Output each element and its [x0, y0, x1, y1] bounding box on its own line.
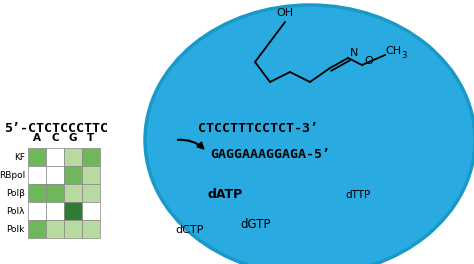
Bar	[82, 184, 100, 202]
Text: 5’-CTCTCCCTTC: 5’-CTCTCCCTTC	[4, 121, 108, 134]
Text: C: C	[51, 133, 59, 143]
Text: Polλ: Polλ	[7, 206, 25, 215]
Bar	[46, 220, 64, 238]
Bar	[64, 166, 82, 184]
Text: dGTP: dGTP	[240, 219, 271, 232]
Bar	[82, 202, 100, 220]
Text: G: G	[69, 133, 77, 143]
Bar	[28, 148, 46, 166]
Text: A: A	[33, 133, 41, 143]
Text: KF: KF	[14, 153, 25, 162]
Bar	[46, 184, 64, 202]
Bar	[28, 220, 46, 238]
Text: Polβ: Polβ	[6, 188, 25, 197]
Bar	[64, 202, 82, 220]
Ellipse shape	[145, 5, 474, 264]
Text: CTCCTTTCCTCT-3’: CTCCTTTCCTCT-3’	[198, 121, 318, 134]
Text: GAGGAAAGGAGA-5’: GAGGAAAGGAGA-5’	[210, 148, 330, 162]
Text: OH: OH	[276, 8, 293, 18]
Text: Polk: Polk	[7, 224, 25, 233]
Bar	[46, 202, 64, 220]
Text: CH: CH	[385, 46, 401, 56]
Bar	[64, 148, 82, 166]
Text: dATP: dATP	[208, 188, 243, 201]
Bar	[82, 166, 100, 184]
Bar	[28, 202, 46, 220]
Bar	[28, 184, 46, 202]
Bar	[46, 166, 64, 184]
Text: T: T	[87, 133, 95, 143]
Bar	[82, 220, 100, 238]
Bar	[82, 148, 100, 166]
Text: dCTP: dCTP	[175, 225, 203, 235]
Text: RBpol: RBpol	[0, 171, 25, 180]
Bar	[46, 148, 64, 166]
Text: dTTP: dTTP	[345, 190, 370, 200]
Text: O: O	[364, 56, 373, 66]
Text: 3: 3	[401, 50, 406, 59]
Text: N: N	[350, 48, 358, 58]
Bar	[64, 184, 82, 202]
Bar	[64, 220, 82, 238]
Bar	[28, 166, 46, 184]
